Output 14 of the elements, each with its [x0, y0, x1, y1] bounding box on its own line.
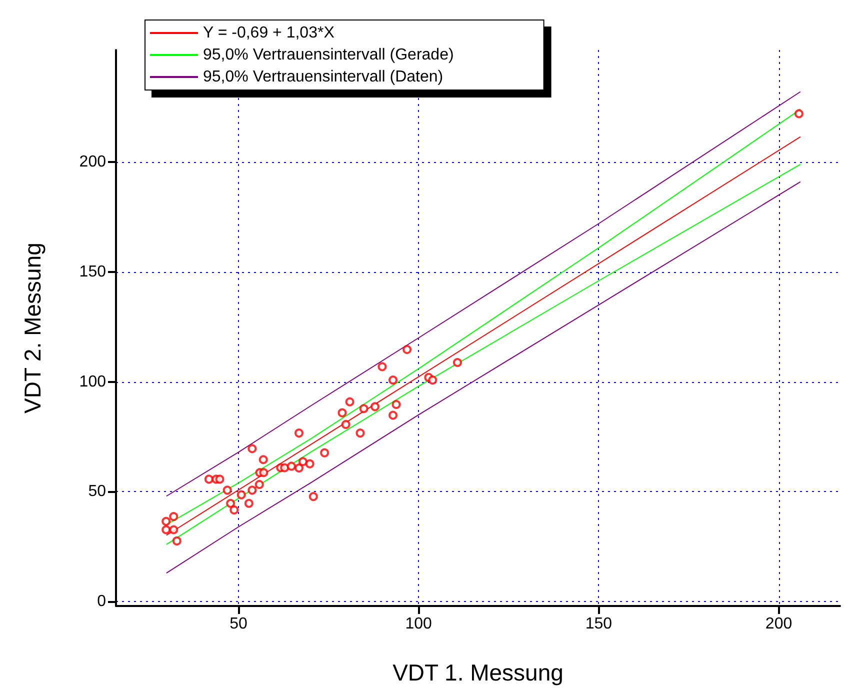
- y-tick-label: 200: [79, 154, 106, 171]
- x-tick-label: 50: [230, 616, 248, 632]
- y-tick-label: 150: [79, 263, 106, 280]
- x-tick-label: 150: [585, 616, 612, 632]
- x-axis-title: VDT 1. Messung: [392, 660, 564, 686]
- legend-label: Y = -0,69 + 1,03*X: [203, 24, 335, 42]
- y-axis-title: VDT 2. Messung: [20, 242, 46, 414]
- x-tick-label: 100: [405, 616, 432, 632]
- y-tick-label: 0: [97, 593, 106, 610]
- legend-label: 95,0% Vertrauensintervall (Gerade): [203, 46, 454, 64]
- y-tick-label: 100: [79, 373, 106, 390]
- x-tick-label: 200: [765, 616, 792, 632]
- y-tick-label: 50: [88, 483, 106, 500]
- legend-label: 95,0% Vertrauensintervall (Daten): [203, 68, 444, 86]
